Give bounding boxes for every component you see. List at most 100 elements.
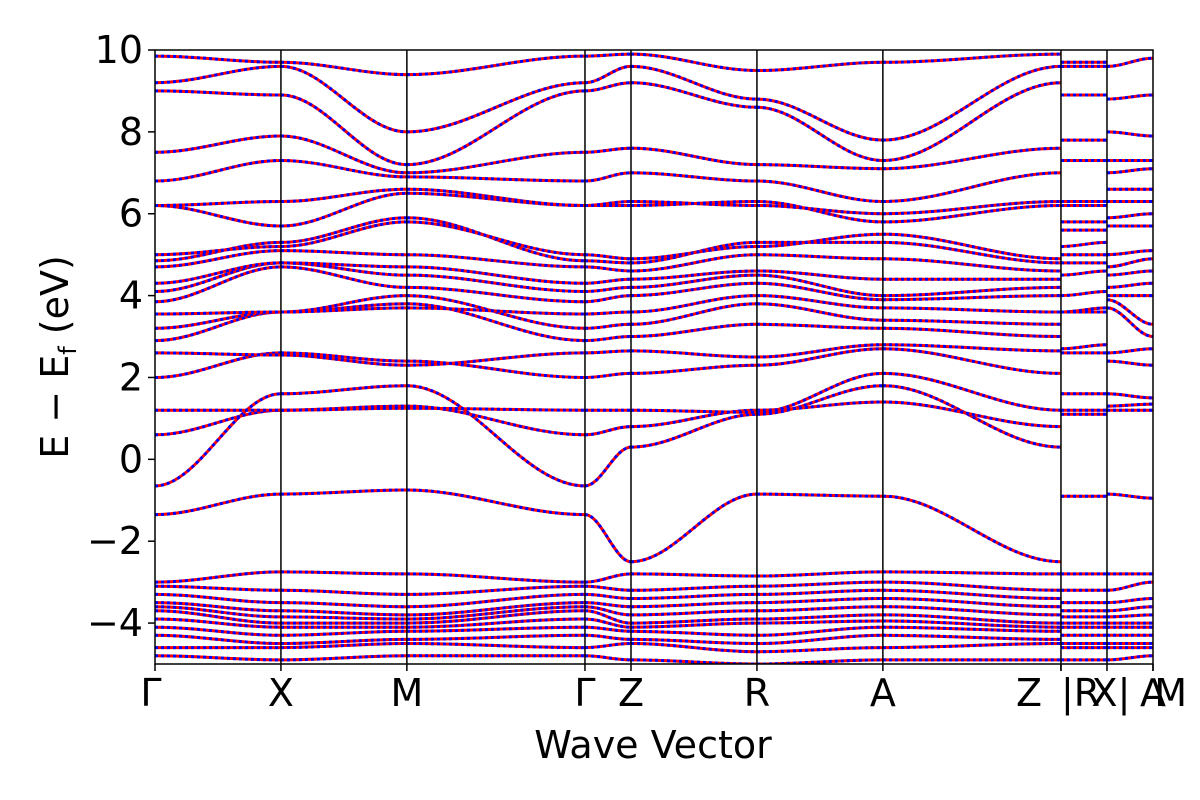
y-axis-ticks: −4 −2 0 2 4 6 8 10 [87,28,155,645]
band-line-blue-6-12 [882,257,1062,273]
band-line-red-4-19 [630,81,757,109]
band-line-blue-8-20 [1106,93,1153,101]
band-lines [155,52,1153,664]
band-line-blue-3-1 [584,445,632,488]
x-tick-label-3: Γ [574,671,595,715]
band-line-blue-6-27 [882,613,1062,625]
band-line-blue-2-6 [406,302,586,343]
band-line-blue-4-20 [630,64,757,101]
band-line-blue-4-32 [630,658,757,664]
x-axis-label: Wave Vector [534,723,772,767]
band-line-blue-5-21 [756,60,883,72]
band-line-blue-6-6 [882,326,1062,338]
band-line-blue-4-24 [630,592,757,600]
band-line-blue-3-2 [584,425,632,437]
band-line-red-0-0 [155,492,281,517]
band-line-red-2-20 [406,81,586,134]
band-line-blue-0-24 [155,592,281,605]
band-line-blue-2-5 [406,351,586,367]
band-line-blue-4-28 [630,621,757,629]
band-line-blue-0-22 [155,570,281,584]
band-line-blue-8-9 [1106,281,1153,289]
band-line-blue-4-25 [630,601,757,609]
band-line-blue-1-32 [280,654,407,662]
band-line-red-4-18 [630,146,757,167]
band-line-blue-0-27 [155,609,281,625]
band-line-red-6-18 [882,146,1062,171]
band-line-blue-0-25 [155,601,281,613]
band-line-blue-4-2 [630,408,757,429]
band-line-blue-6-4 [882,347,1062,375]
band-line-red-4-7 [630,302,757,326]
band-line-blue-3-0 [584,513,632,564]
band-line-blue-0-30 [155,633,281,645]
band-line-blue-4-17 [630,171,757,183]
band-line-blue-6-22 [882,570,1062,576]
band-line-blue-0-12 [155,249,281,269]
band-line-blue-2-22 [406,572,586,584]
band-line-blue-4-21 [630,52,757,72]
band-line-blue-8-7 [1106,298,1153,326]
band-line-red-1-13 [280,216,407,244]
band-line-red-6-0 [882,494,1062,564]
band-line-blue-5-11 [756,269,883,281]
band-line-blue-3-28 [584,617,632,629]
band-line-blue-5-18 [756,163,883,171]
band-line-blue-5-12 [756,253,883,261]
x-axis-ticks: Γ X M Γ Z R A Z |RX| MA [140,664,1187,716]
band-line-blue-5-7 [756,302,883,322]
band-line-blue-0-13 [155,240,281,263]
y-tick-label-4: 4 [119,274,143,318]
band-line-blue-3-19 [584,81,632,93]
band-line-blue-0-29 [155,625,281,637]
band-line-blue-4-6 [630,322,757,338]
band-line-blue-8-12 [1106,249,1153,257]
band-line-blue-2-12 [406,253,586,269]
band-line-red-8-6 [1106,306,1153,338]
band-line-blue-3-23 [584,584,632,592]
band-line-blue-1-4 [280,351,407,363]
band-line-blue-2-18 [406,150,586,175]
band-line-blue-6-28 [882,619,1062,629]
band-line-blue-5-1 [756,384,883,416]
band-line-blue-5-17 [756,179,883,203]
band-line-blue-3-13 [584,259,632,265]
band-line-blue-6-21 [882,52,1062,64]
band-line-blue-6-14 [882,232,1062,261]
band-line-blue-1-0 [280,488,407,496]
band-line-blue-3-16 [584,200,632,207]
band-line-blue-4-0 [630,492,757,564]
band-line-red-0-4 [155,351,281,379]
band-line-blue-2-9 [406,285,586,304]
band-line-red-2-18 [406,150,586,175]
band-line-blue-2-31 [406,642,586,650]
band-line-blue-7-12 [1060,240,1108,248]
band-line-blue-2-29 [406,625,586,633]
x-tick-label-5: R [744,671,770,715]
band-line-blue-0-28 [155,617,281,629]
x-tick-label-1: X [268,671,294,715]
band-line-blue-2-2 [406,404,586,437]
band-line-blue-1-15 [280,191,407,228]
x-tick-label-8: |R [1061,671,1100,716]
band-line-blue-5-3 [756,371,883,414]
band-line-blue-0-32 [155,654,281,662]
band-line-blue-5-5 [756,343,883,359]
y-tick-label-5: 6 [119,192,143,236]
band-line-blue-7-9 [1060,269,1108,277]
band-line-blue-2-4 [406,359,586,379]
band-line-blue-2-11 [406,265,586,285]
x-tick-label-4: Z [618,671,644,715]
band-line-blue-3-5 [584,349,632,355]
high-symmetry-lines [280,50,1108,664]
band-line-blue-5-20 [756,97,883,142]
band-line-blue-5-0 [756,492,883,498]
x-tick-label-6: A [870,671,896,715]
band-line-blue-3-31 [584,642,632,650]
band-line-blue-1-16 [280,187,407,203]
y-tick-label-6: 8 [119,110,143,154]
band-line-blue-2-10 [406,273,586,293]
band-line-blue-5-25 [756,597,883,605]
band-line-blue-4-16 [630,200,757,207]
